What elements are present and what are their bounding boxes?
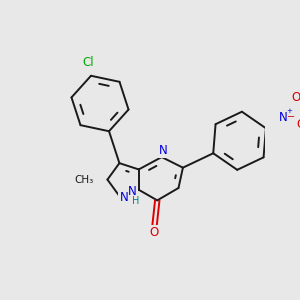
Text: N: N <box>159 144 168 158</box>
Text: +: + <box>287 108 292 114</box>
Text: Cl: Cl <box>82 56 94 69</box>
Text: H: H <box>132 196 139 206</box>
Text: CH₃: CH₃ <box>75 175 94 184</box>
Text: O: O <box>291 91 300 104</box>
Text: N: N <box>128 185 137 198</box>
Text: O: O <box>150 226 159 239</box>
Text: N: N <box>119 191 128 204</box>
Text: O: O <box>296 118 300 131</box>
Text: N: N <box>279 111 288 124</box>
Text: −: − <box>287 112 295 122</box>
